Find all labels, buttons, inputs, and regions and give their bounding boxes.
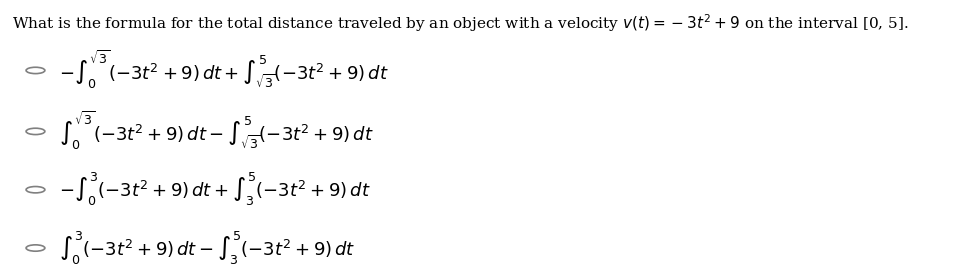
Text: $-\int_0^{\sqrt{3}} (-3t^2 + 9)\, dt + \int_{\sqrt{3}}^{5} (-3t^2 + 9)\, dt$: $-\int_0^{\sqrt{3}} (-3t^2 + 9)\, dt + \… <box>59 50 389 92</box>
Text: What is the formula for the total distance traveled by an object with a velocity: What is the formula for the total distan… <box>12 12 908 34</box>
Text: $\int_0^{\sqrt{3}} (-3t^2 + 9)\, dt - \int_{\sqrt{3}}^{5} (-3t^2 + 9)\, dt$: $\int_0^{\sqrt{3}} (-3t^2 + 9)\, dt - \i… <box>59 110 373 152</box>
Text: $\int_0^{3} (-3t^2 + 9)\, dt - \int_{3}^{5} (-3t^2 + 9)\, dt$: $\int_0^{3} (-3t^2 + 9)\, dt - \int_{3}^… <box>59 229 355 266</box>
Text: $-\int_0^{3} (-3t^2 + 9)\, dt + \int_{3}^{5} (-3t^2 + 9)\, dt$: $-\int_0^{3} (-3t^2 + 9)\, dt + \int_{3}… <box>59 171 371 208</box>
